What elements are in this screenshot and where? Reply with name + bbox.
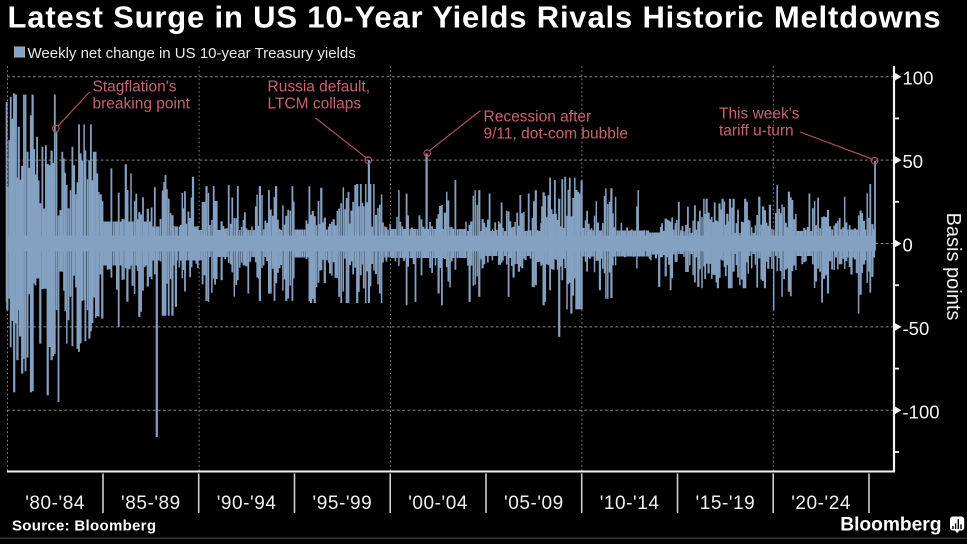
svg-text:breaking point: breaking point bbox=[93, 95, 191, 112]
svg-text:tariff u-turn: tariff u-turn bbox=[719, 122, 794, 139]
svg-text:'05-'09: '05-'09 bbox=[504, 493, 564, 514]
svg-text:-100: -100 bbox=[903, 401, 940, 422]
svg-text:This week's: This week's bbox=[719, 105, 800, 122]
svg-text:100: 100 bbox=[903, 68, 934, 89]
svg-text:-50: -50 bbox=[903, 318, 930, 339]
svg-text:Weekly net change in US 10-yea: Weekly net change in US 10-year Treasury… bbox=[28, 45, 356, 62]
svg-text:'10-'14: '10-'14 bbox=[600, 493, 660, 514]
svg-text:Basis points: Basis points bbox=[942, 213, 964, 321]
svg-text:'00-'04: '00-'04 bbox=[408, 493, 468, 514]
svg-text:'95-'99: '95-'99 bbox=[313, 493, 373, 514]
svg-text:50: 50 bbox=[903, 151, 924, 172]
svg-text:Recession after: Recession after bbox=[484, 108, 592, 125]
svg-text:Stagflation's: Stagflation's bbox=[93, 78, 177, 95]
svg-text:'80-'84: '80-'84 bbox=[25, 493, 85, 514]
svg-text:9/11, dot-com bubble: 9/11, dot-com bubble bbox=[484, 125, 628, 142]
svg-text:'15-'19: '15-'19 bbox=[696, 493, 756, 514]
svg-text:0: 0 bbox=[903, 235, 913, 256]
svg-text:'85-'89: '85-'89 bbox=[121, 493, 181, 514]
svg-text:Russia default,: Russia default, bbox=[268, 78, 371, 95]
svg-text:'20-'24: '20-'24 bbox=[791, 493, 851, 514]
svg-text:Bloomberg: Bloomberg bbox=[840, 515, 941, 536]
svg-text:LTCM collaps: LTCM collaps bbox=[268, 95, 362, 112]
svg-text:Source: Bloomberg: Source: Bloomberg bbox=[12, 517, 156, 534]
svg-text:Latest Surge in US 10-Year Yie: Latest Surge in US 10-Year Yields Rivals… bbox=[8, 0, 942, 35]
svg-text:'90-'94: '90-'94 bbox=[217, 493, 277, 514]
